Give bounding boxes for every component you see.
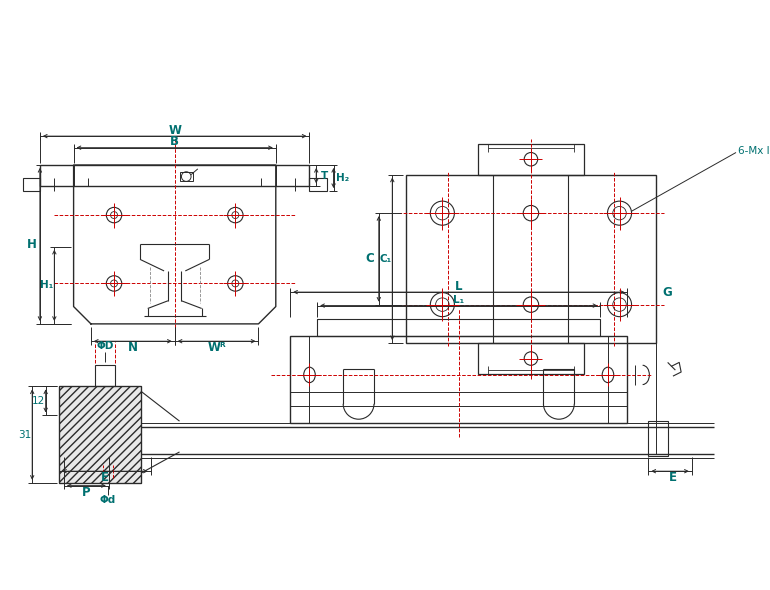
Text: C: C [366,253,374,266]
Bar [478,144,584,175]
Text: E: E [668,471,677,484]
Text: P: P [82,486,91,499]
Bar [648,421,668,456]
Bar [22,178,40,191]
Bar [290,336,628,423]
Text: 6-Mx l: 6-Mx l [738,146,769,156]
Text: N: N [128,342,138,355]
Text: E: E [101,471,109,484]
Text: H: H [27,238,37,251]
Bar [406,175,656,343]
Text: L: L [455,280,463,293]
Bar [310,178,326,191]
Text: W: W [168,124,181,137]
Bar [59,386,141,483]
Text: T: T [321,171,329,181]
Text: 12: 12 [32,396,45,406]
Text: Wᴿ: Wᴿ [207,342,226,355]
Bar [179,172,193,181]
Bar [40,165,310,186]
Text: C₁: C₁ [380,254,392,264]
Text: H₁: H₁ [40,280,53,290]
Text: B: B [170,136,179,149]
Bar [95,365,115,386]
Text: H₂: H₂ [336,173,349,183]
Text: 31: 31 [18,430,31,440]
Text: G: G [663,286,672,299]
Text: ΦD: ΦD [96,341,114,351]
Bar [317,319,601,336]
Text: Φd: Φd [99,495,116,505]
Bar [478,343,584,374]
Text: L₁: L₁ [454,295,464,305]
Bar [59,386,141,483]
